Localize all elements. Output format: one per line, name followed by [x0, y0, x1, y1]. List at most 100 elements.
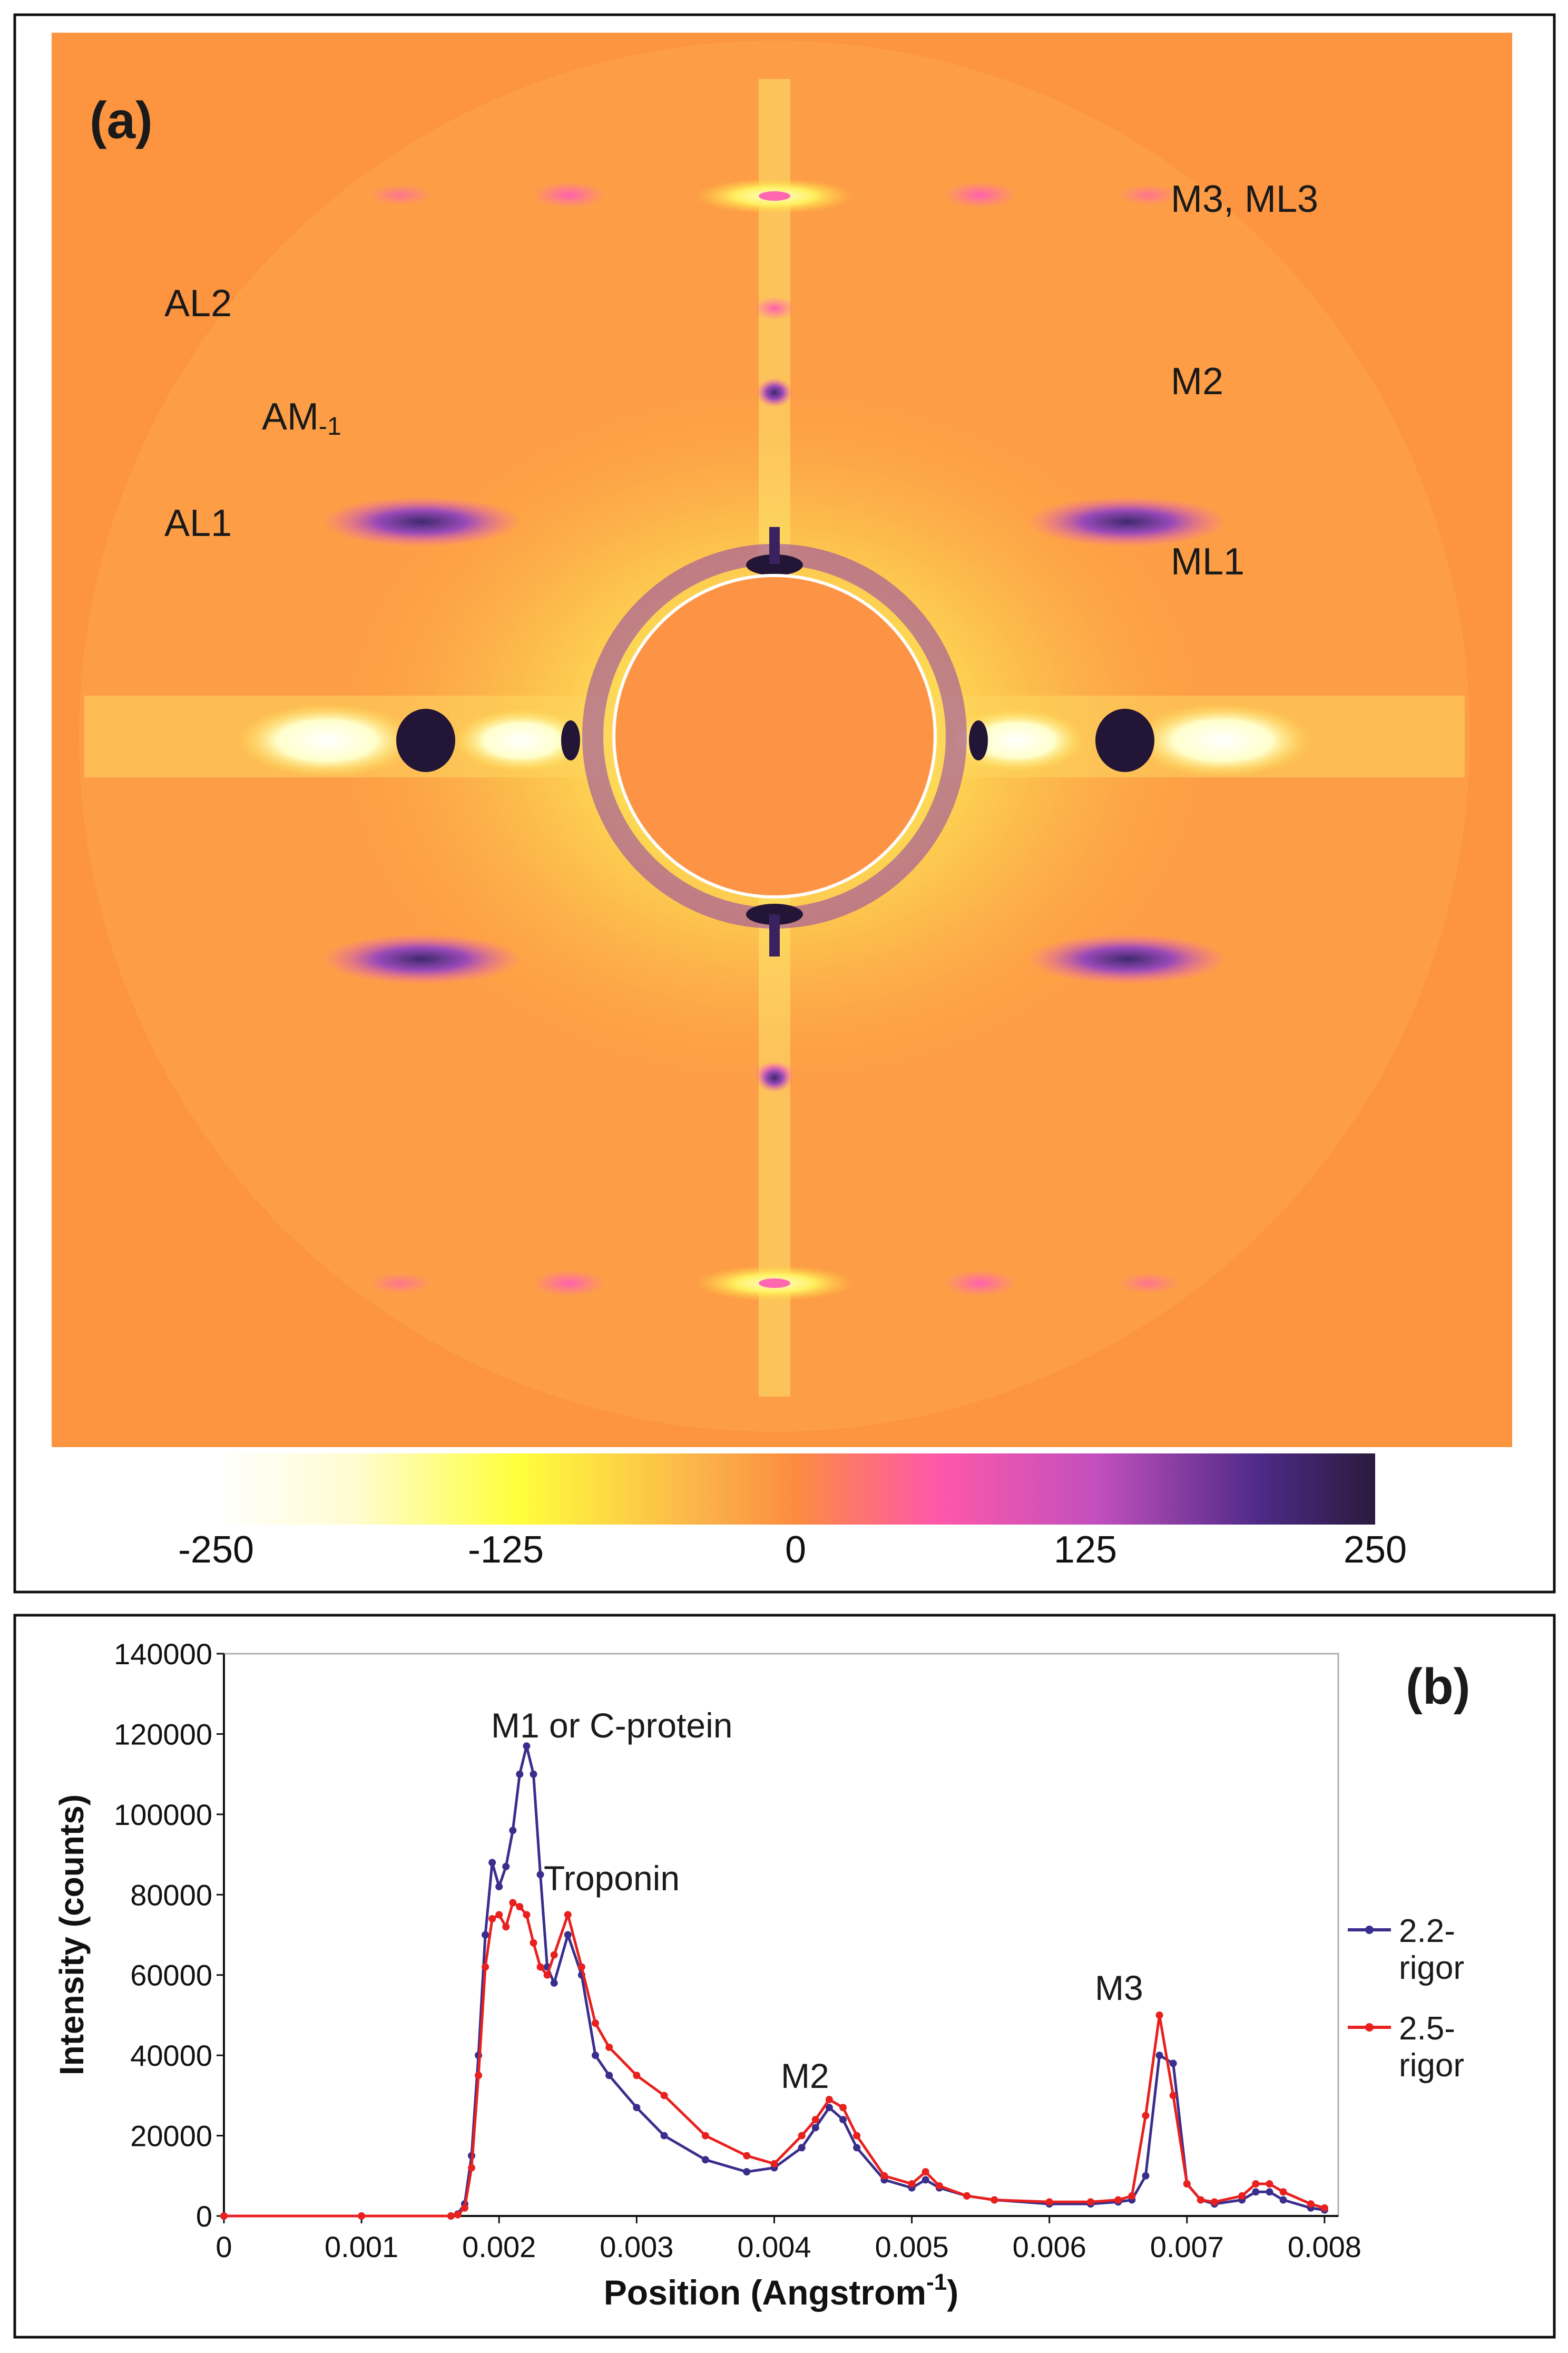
- data-point-2.5-rigor: [880, 2172, 888, 2180]
- data-point-2.5-rigor: [475, 2072, 483, 2079]
- legend-marker-2-2-rigor: [1365, 1926, 1374, 1934]
- data-point-2.5-rigor: [853, 2132, 861, 2140]
- equator-bright-left-outer: [237, 704, 416, 777]
- data-point-2.5-rigor: [523, 1911, 531, 1919]
- colorbar-tick-label: 125: [1054, 1529, 1117, 1571]
- data-point-2.5-rigor: [495, 1911, 503, 1919]
- data-point-2.2-rigor: [516, 1770, 524, 1778]
- data-point-2.5-rigor: [908, 2180, 916, 2188]
- data-point-2.2-rigor: [633, 2104, 641, 2112]
- data-point-2.2-rigor: [1142, 2172, 1150, 2180]
- y-tick-label: 120000: [114, 1717, 212, 1751]
- colorbar-ticks: -250 -125 0 125 250: [178, 1529, 1407, 1571]
- data-point-2.5-rigor: [1238, 2192, 1246, 2200]
- data-point-2.2-rigor: [701, 2156, 709, 2164]
- data-point-2.5-rigor: [633, 2072, 641, 2079]
- meridian-spot-top: [756, 378, 793, 407]
- data-point-2.5-rigor: [991, 2196, 998, 2204]
- label-ml1: ML1: [1171, 541, 1244, 583]
- data-point-2.5-rigor: [502, 1923, 510, 1931]
- al1-blob-left: [321, 496, 522, 547]
- equator-dark-right-inner: [969, 720, 988, 760]
- data-point-2.5-rigor: [798, 2132, 806, 2140]
- data-point-2.5-rigor: [1320, 2204, 1328, 2212]
- data-point-2.5-rigor: [811, 2116, 819, 2124]
- legend: 2.2- rigor 2.5- rigor: [1348, 1913, 1464, 2084]
- legend-label-2-5-rigor-line1: 2.5-: [1399, 2010, 1455, 2047]
- label-al2: AL2: [164, 282, 232, 325]
- pink-spot-lower-right: [943, 1270, 1017, 1296]
- label-am-main: AM: [262, 396, 319, 438]
- data-point-2.2-rigor: [488, 1859, 496, 1867]
- data-point-2.2-rigor: [605, 2072, 613, 2079]
- data-point-2.5-rigor: [536, 1963, 544, 1971]
- data-point-2.5-rigor: [1211, 2198, 1218, 2206]
- colorbar-tick-label: -250: [178, 1529, 254, 1571]
- data-point-2.5-rigor: [550, 1951, 558, 1959]
- data-point-2.2-rigor: [592, 2052, 599, 2059]
- colorbar-tick-label: 250: [1344, 1529, 1407, 1571]
- x-tick-label: 0.007: [1150, 2230, 1224, 2263]
- pink-spot-far-upper-left: [369, 184, 432, 206]
- data-point-2.2-rigor: [509, 1827, 517, 1834]
- data-point-2.5-rigor: [1279, 2188, 1287, 2196]
- pink-spot-upper-right: [943, 182, 1017, 208]
- data-point-2.5-rigor: [1114, 2196, 1122, 2204]
- y-tick-label: 20000: [130, 2120, 212, 2153]
- data-point-2.2-rigor: [530, 1770, 537, 1778]
- x-axis-title-end: ): [947, 2273, 958, 2312]
- data-point-2.2-rigor: [1279, 2196, 1287, 2204]
- legend-label-2-5-rigor-line2: rigor: [1399, 2047, 1464, 2084]
- data-point-2.5-rigor: [963, 2192, 971, 2200]
- label-al1: AL1: [164, 502, 232, 544]
- y-tick-label: 140000: [114, 1637, 212, 1671]
- x-tick-label: 0.003: [600, 2230, 673, 2263]
- data-point-2.2-rigor: [523, 1742, 531, 1750]
- data-point-2.5-rigor: [1307, 2200, 1315, 2208]
- equator-bright-right-outer: [1133, 704, 1312, 777]
- data-point-2.2-rigor: [1169, 2059, 1177, 2067]
- x-tick-label: 0.001: [325, 2230, 398, 2263]
- data-point-2.2-rigor: [1252, 2188, 1260, 2196]
- data-point-2.5-rigor: [564, 1911, 572, 1919]
- x-axis-title-sup: -1: [926, 2269, 947, 2295]
- data-point-2.5-rigor: [543, 1971, 551, 1979]
- data-point-2.2-rigor: [853, 2144, 861, 2152]
- y-tick-label: 80000: [130, 1878, 212, 1911]
- pink-spot-far-lower-left: [369, 1273, 432, 1294]
- equator-dark-left-outer: [396, 709, 455, 772]
- annotation-m3: M3: [1095, 1968, 1143, 2007]
- data-point-2.5-rigor: [1128, 2192, 1136, 2200]
- data-point-2.5-rigor: [660, 2092, 668, 2100]
- equator-dark-right-outer: [1095, 709, 1154, 772]
- data-point-2.5-rigor: [447, 2212, 455, 2220]
- data-point-2.2-rigor: [502, 1862, 510, 1870]
- equator-dark-left-inner: [561, 720, 580, 760]
- data-point-2.5-rigor: [1142, 2112, 1150, 2120]
- x-tick-label: 0.008: [1288, 2230, 1361, 2263]
- data-point-2.2-rigor: [811, 2124, 819, 2132]
- m1-dark-top: [746, 554, 803, 575]
- x-tick-label: 0: [215, 2230, 232, 2263]
- data-point-2.5-rigor: [577, 1963, 585, 1971]
- y-tick-label: 0: [196, 2200, 212, 2233]
- x-tick-label: 0.005: [875, 2230, 948, 2263]
- data-point-2.2-rigor: [495, 1883, 503, 1891]
- legend-marker-2-5-rigor: [1365, 2023, 1374, 2032]
- panel-b-label: (b): [1406, 1658, 1471, 1715]
- data-point-2.5-rigor: [605, 2043, 613, 2051]
- legend-label-2-2-rigor-line2: rigor: [1399, 1950, 1464, 1986]
- panel-a: (a) AL2 AM-1 AL1 M3, ML3 M2 ML1 -250 -125…: [13, 13, 1556, 1594]
- data-point-2.2-rigor: [839, 2116, 847, 2124]
- data-point-2.5-rigor: [1169, 2092, 1177, 2100]
- data-point-2.2-rigor: [536, 1871, 544, 1879]
- data-point-2.5-rigor: [1155, 2011, 1163, 2019]
- al1-blob-left-lower: [321, 934, 522, 984]
- data-point-2.2-rigor: [660, 2132, 668, 2140]
- intensity-plot: 0 20000 40000 60000 80000 100000 120000 140000 0…: [53, 1637, 1361, 2312]
- data-point-2.5-rigor: [701, 2132, 709, 2140]
- data-point-2.5-rigor: [454, 2211, 462, 2219]
- annotation-troponin: Troponin: [544, 1859, 680, 1898]
- data-point-2.5-rigor: [922, 2168, 929, 2176]
